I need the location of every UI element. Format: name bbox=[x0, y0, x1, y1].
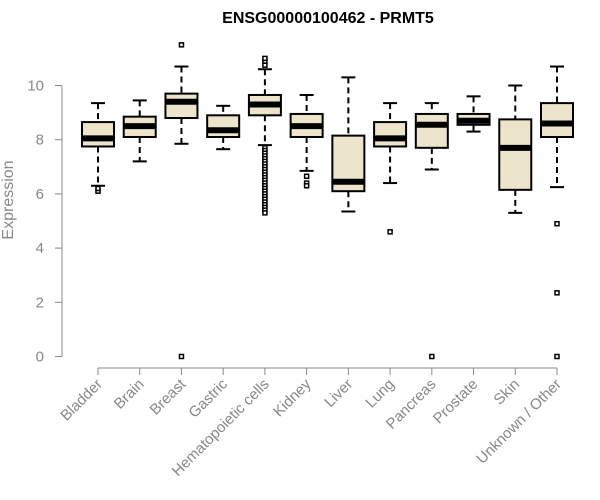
box-group bbox=[206, 104, 241, 151]
outlier-point bbox=[554, 220, 560, 227]
outlier-point bbox=[95, 185, 101, 192]
x-tick-label: Lung bbox=[362, 376, 398, 412]
box-group bbox=[331, 76, 366, 213]
x-tick-label: Liver bbox=[321, 376, 356, 411]
outlier-point bbox=[429, 353, 435, 360]
y-tick-label: 2 bbox=[36, 294, 44, 311]
x-tick-label: Prostate bbox=[430, 376, 482, 428]
box-group bbox=[498, 84, 533, 214]
outlier-point bbox=[262, 55, 268, 62]
iqr-box bbox=[373, 121, 408, 148]
iqr-box bbox=[498, 118, 533, 191]
boxes bbox=[81, 42, 574, 360]
box-group bbox=[289, 93, 324, 189]
iqr-box bbox=[539, 102, 574, 138]
y-tick-label: 4 bbox=[36, 240, 44, 257]
y-axis-label: Expression bbox=[0, 160, 17, 239]
x-tick-label: Breast bbox=[147, 375, 190, 418]
x-tick-label: Skin bbox=[490, 376, 523, 409]
outlier-point bbox=[554, 353, 560, 360]
outlier-point bbox=[554, 290, 560, 296]
box-group bbox=[247, 55, 282, 216]
iqr-box bbox=[81, 121, 115, 148]
x-tick-label: Kidney bbox=[270, 375, 315, 420]
y-tick-label: 0 bbox=[36, 349, 44, 366]
y-tick-label: 10 bbox=[27, 78, 44, 95]
iqr-box bbox=[164, 92, 199, 120]
outlier-point bbox=[303, 173, 310, 180]
box-group bbox=[456, 95, 491, 133]
y-ticks: 0 2 4 6 8 10 bbox=[27, 78, 62, 366]
y-tick-label: 6 bbox=[36, 186, 44, 203]
outlier-point bbox=[178, 42, 185, 48]
outlier-point bbox=[303, 183, 310, 189]
box-group bbox=[373, 102, 408, 235]
x-tick-label: Brain bbox=[111, 376, 148, 413]
outlier-point bbox=[178, 353, 185, 360]
chart-title: ENSG00000100462 - PRMT5 bbox=[222, 10, 434, 27]
box-group bbox=[164, 42, 199, 360]
box-group bbox=[539, 65, 574, 360]
box-group bbox=[122, 99, 157, 163]
outlier-point bbox=[262, 210, 268, 216]
x-tick-label: Bladder bbox=[57, 376, 106, 425]
outlier-point bbox=[387, 229, 393, 235]
iqr-box bbox=[206, 114, 241, 138]
box-group bbox=[414, 102, 449, 360]
iqr-box bbox=[414, 112, 449, 149]
y-tick-label: 8 bbox=[36, 132, 44, 149]
box-group bbox=[81, 102, 115, 194]
